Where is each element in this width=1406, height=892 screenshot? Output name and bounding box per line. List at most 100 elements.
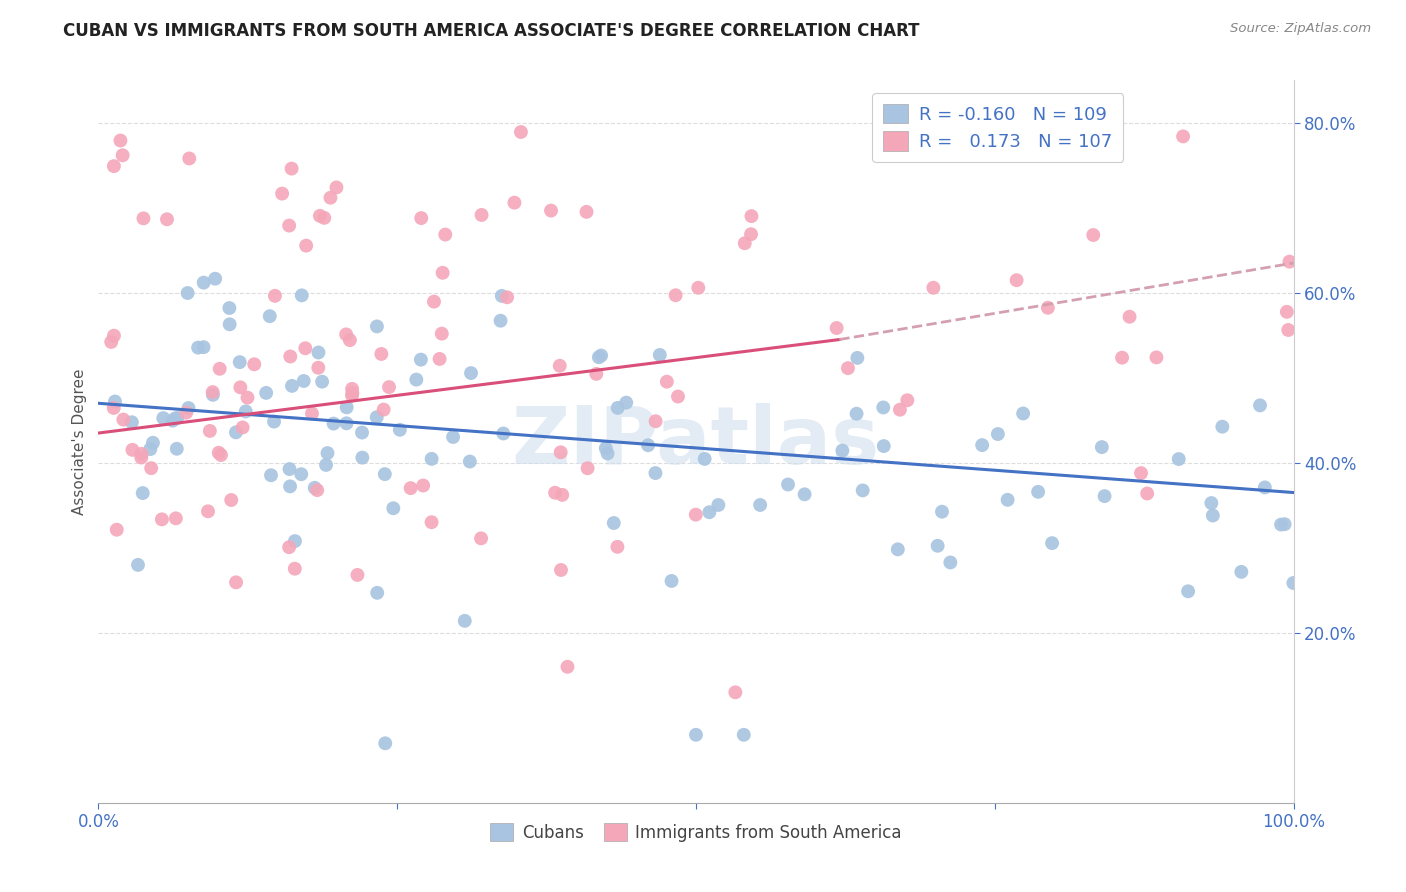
- Point: [218, 301, 240, 315]
- Point: [176, 285, 198, 300]
- Point: [1094, 489, 1116, 503]
- Point: [503, 195, 526, 210]
- Point: [595, 442, 617, 456]
- Point: [458, 454, 481, 468]
- Point: [129, 450, 152, 465]
- Point: [284, 534, 307, 549]
- Point: [292, 374, 315, 388]
- Point: [166, 411, 188, 425]
- Point: [887, 542, 910, 557]
- Point: [740, 227, 762, 242]
- Point: [872, 401, 894, 415]
- Point: [420, 451, 443, 466]
- Point: [121, 442, 143, 457]
- Point: [284, 562, 307, 576]
- Point: [163, 411, 186, 425]
- Text: ZIPatlas: ZIPatlas: [512, 402, 880, 481]
- Point: [987, 427, 1010, 442]
- Point: [470, 532, 492, 546]
- Point: [229, 355, 252, 369]
- Point: [596, 446, 619, 460]
- Point: [846, 351, 869, 365]
- Point: [1171, 129, 1194, 144]
- Point: [405, 373, 427, 387]
- Point: [588, 350, 610, 364]
- Point: [278, 350, 301, 364]
- Point: [319, 191, 342, 205]
- Point: [873, 439, 896, 453]
- Point: [1211, 419, 1233, 434]
- Point: [491, 289, 513, 303]
- Point: [156, 212, 179, 227]
- Point: [309, 209, 332, 223]
- Point: [294, 341, 316, 355]
- Point: [606, 401, 628, 415]
- Point: [201, 385, 224, 400]
- Point: [197, 504, 219, 518]
- Point: [315, 458, 337, 472]
- Point: [225, 425, 247, 440]
- Text: Source: ZipAtlas.com: Source: ZipAtlas.com: [1230, 22, 1371, 36]
- Point: [699, 505, 721, 519]
- Point: [374, 736, 396, 750]
- Point: [141, 461, 163, 475]
- Point: [927, 539, 949, 553]
- Point: [219, 493, 242, 508]
- Point: [103, 159, 125, 173]
- Point: [575, 205, 598, 219]
- Point: [1254, 480, 1277, 494]
- Point: [1005, 273, 1028, 287]
- Point: [307, 483, 329, 497]
- Point: [260, 468, 283, 483]
- Point: [105, 523, 128, 537]
- Point: [492, 426, 515, 441]
- Point: [366, 586, 388, 600]
- Point: [336, 401, 359, 415]
- Point: [666, 390, 689, 404]
- Point: [550, 563, 572, 577]
- Point: [342, 386, 364, 401]
- Point: [232, 420, 254, 434]
- Point: [489, 314, 512, 328]
- Point: [685, 728, 707, 742]
- Point: [540, 203, 562, 218]
- Point: [551, 488, 574, 502]
- Point: [931, 505, 953, 519]
- Point: [281, 379, 304, 393]
- Point: [121, 415, 143, 429]
- Point: [922, 281, 945, 295]
- Point: [644, 466, 666, 480]
- Point: [174, 406, 197, 420]
- Point: [229, 380, 252, 394]
- Point: [496, 290, 519, 304]
- Text: CUBAN VS IMMIGRANTS FROM SOUTH AMERICA ASSOCIATE'S DEGREE CORRELATION CHART: CUBAN VS IMMIGRANTS FROM SOUTH AMERICA A…: [63, 22, 920, 40]
- Point: [1202, 508, 1225, 523]
- Point: [430, 326, 453, 341]
- Point: [1146, 351, 1168, 365]
- Point: [1040, 536, 1063, 550]
- Point: [972, 438, 994, 452]
- Point: [340, 388, 363, 402]
- Point: [454, 614, 477, 628]
- Point: [1167, 452, 1189, 467]
- Y-axis label: Associate's Degree: Associate's Degree: [72, 368, 87, 515]
- Point: [837, 361, 859, 376]
- Point: [614, 395, 637, 409]
- Point: [150, 512, 173, 526]
- Point: [550, 445, 572, 459]
- Point: [557, 660, 579, 674]
- Point: [1012, 407, 1035, 421]
- Point: [1282, 576, 1305, 591]
- Point: [429, 351, 451, 366]
- Point: [707, 498, 730, 512]
- Point: [350, 425, 373, 440]
- Point: [104, 394, 127, 409]
- Point: [1249, 398, 1271, 412]
- Point: [388, 423, 411, 437]
- Point: [644, 414, 666, 428]
- Point: [139, 442, 162, 456]
- Point: [793, 487, 815, 501]
- Point: [1091, 440, 1114, 454]
- Point: [208, 361, 231, 376]
- Point: [103, 401, 125, 415]
